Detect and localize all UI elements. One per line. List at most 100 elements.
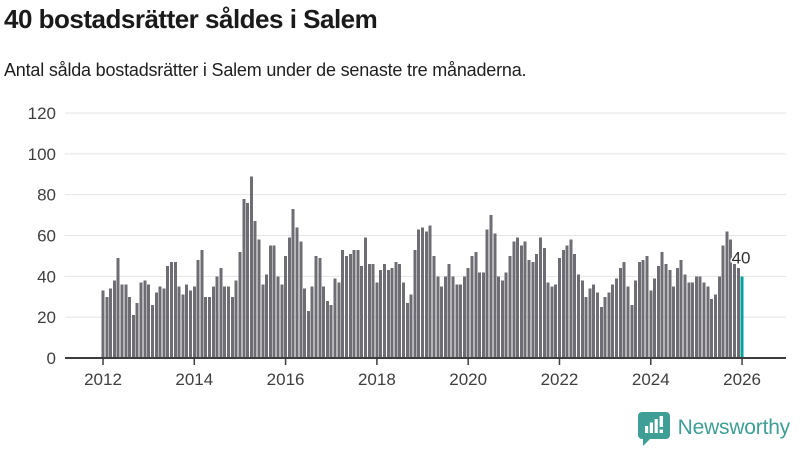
bar: [405, 302, 409, 359]
bar: [246, 202, 250, 358]
bar: [626, 286, 630, 358]
bar: [303, 288, 307, 358]
bar: [687, 282, 691, 358]
bar: [683, 274, 687, 358]
bar: [139, 282, 143, 358]
bar: [276, 276, 280, 358]
bar: [706, 286, 710, 358]
bar: [497, 276, 501, 358]
bar: [150, 304, 154, 358]
bar: [732, 264, 736, 358]
bar: [630, 304, 634, 358]
bar: [257, 239, 261, 358]
bar: [173, 262, 177, 358]
y-tick-label: 120: [28, 104, 56, 123]
bar: [402, 282, 406, 358]
bar: [710, 298, 714, 358]
x-tick-label: 2024: [632, 370, 670, 389]
bar: [208, 296, 212, 358]
bar: [508, 255, 512, 358]
bar: [634, 280, 638, 358]
bar: [607, 292, 611, 358]
bar: [124, 284, 128, 358]
bar: [253, 221, 257, 358]
page-subtitle: Antal sålda bostadsrätter i Salem under …: [4, 60, 527, 80]
bar: [542, 247, 546, 358]
bar: [451, 276, 455, 358]
bar: [185, 284, 189, 358]
bar: [295, 227, 299, 358]
bar: [535, 253, 539, 359]
bar: [390, 268, 394, 358]
x-tick-label: 2020: [449, 370, 487, 389]
x-axis-ticks: 2012 2014 2016 2018 2020 2022 2024 2026: [84, 359, 761, 389]
bar: [615, 278, 619, 359]
bar: [394, 262, 398, 358]
bar: [413, 249, 417, 358]
last-value-annotation: 40: [732, 248, 751, 267]
bar: [531, 262, 535, 358]
bar: [561, 249, 565, 358]
bar: [584, 296, 588, 358]
bar: [656, 266, 660, 359]
bar: [618, 268, 622, 358]
bar: [101, 290, 105, 359]
bar: [177, 286, 181, 358]
bar: [375, 282, 379, 358]
newsworthy-logo: Newsworthy: [637, 409, 790, 446]
bar: [379, 270, 383, 358]
bar: [622, 262, 626, 358]
x-tick-label: 2018: [358, 370, 396, 389]
bar: [478, 272, 482, 358]
bar: [588, 288, 592, 358]
bar: [314, 255, 318, 358]
bar: [443, 276, 447, 358]
bar: [729, 239, 733, 358]
bar: [523, 241, 527, 359]
bar: [116, 257, 120, 358]
bar: [592, 284, 596, 358]
bar: [717, 276, 721, 358]
bar: [188, 290, 192, 359]
bar: [215, 276, 219, 358]
bar: [310, 286, 314, 358]
bar: [538, 237, 542, 358]
bar: [459, 284, 463, 358]
bar: [455, 284, 459, 358]
bar: [128, 296, 132, 358]
y-tick-label: 80: [37, 186, 56, 205]
bar: [679, 260, 683, 358]
bar: [333, 278, 337, 359]
bar: [424, 231, 428, 358]
bar: [500, 280, 504, 358]
bar: [219, 268, 223, 358]
bar: [493, 233, 497, 358]
bar: [691, 282, 695, 358]
bar: [169, 262, 173, 358]
y-tick-label: 20: [37, 308, 56, 327]
bar: [474, 251, 478, 358]
newsworthy-logo-text: Newsworthy: [677, 415, 791, 439]
bar: [363, 237, 367, 358]
bar: [660, 251, 664, 358]
bar: [565, 245, 569, 358]
bar: [485, 229, 489, 359]
bar: [447, 264, 451, 358]
bar: [105, 296, 109, 358]
bar: [664, 264, 668, 358]
y-tick-label: 0: [47, 349, 56, 368]
bar: [546, 282, 550, 358]
bar: [645, 255, 649, 358]
bar: [440, 286, 444, 358]
bar: [573, 253, 577, 359]
bar: [371, 264, 375, 358]
bar: [649, 290, 653, 359]
bar: [360, 266, 364, 359]
bar: [337, 282, 341, 358]
bar: [322, 286, 326, 358]
bar: [516, 237, 520, 358]
bar: [299, 241, 303, 359]
bar: [230, 296, 234, 358]
bar: [192, 286, 196, 358]
